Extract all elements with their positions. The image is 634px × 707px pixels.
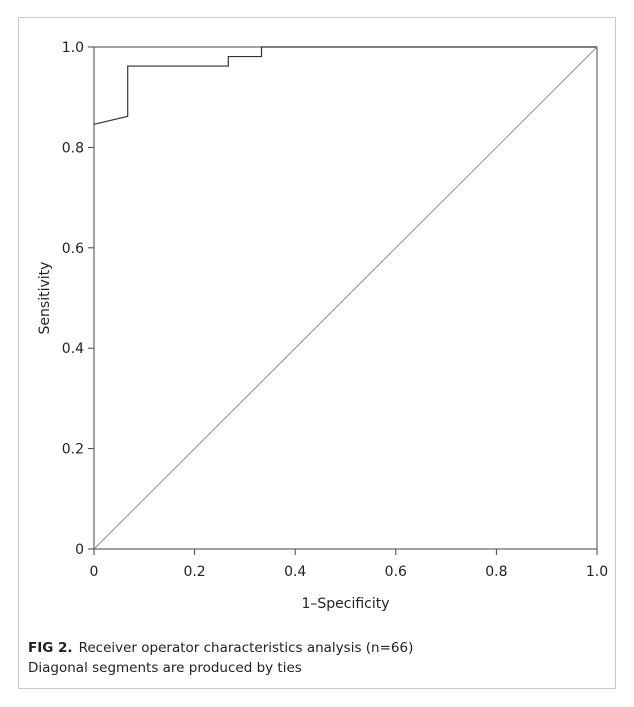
y-axis-title: Sensitivity [37,262,53,335]
x-tick-label: 0.4 [284,564,306,580]
caption-note: Diagonal segments are produced by ties [28,660,302,676]
reference-diagonal-line [93,46,598,550]
y-tick-label: 0.8 [62,140,84,156]
y-tick-label: 0.6 [62,241,84,257]
figure-frame [18,17,616,689]
figure-caption: FIG 2. Receiver operator characteristics … [28,638,608,678]
y-tick-label: 1.0 [62,40,84,56]
caption-title-line: FIG 2. Receiver operator characteristics … [28,638,608,658]
x-tick-label: 1.0 [586,564,608,580]
y-tick-label: 0.4 [62,341,84,357]
caption-title: Receiver operator characteristics analys… [78,640,414,656]
figure-label: FIG 2. [28,640,73,656]
x-axis-title: 1–Specificity [301,596,389,612]
x-tick-label: 0.2 [183,564,205,580]
y-tick-label: 0.2 [62,442,84,458]
x-tick-label: 0.6 [385,564,407,580]
roc-curve-line [93,46,597,125]
y-tick-label: 0 [75,542,84,558]
x-tick-label: 0.8 [485,564,507,580]
x-tick-label: 0 [90,564,99,580]
